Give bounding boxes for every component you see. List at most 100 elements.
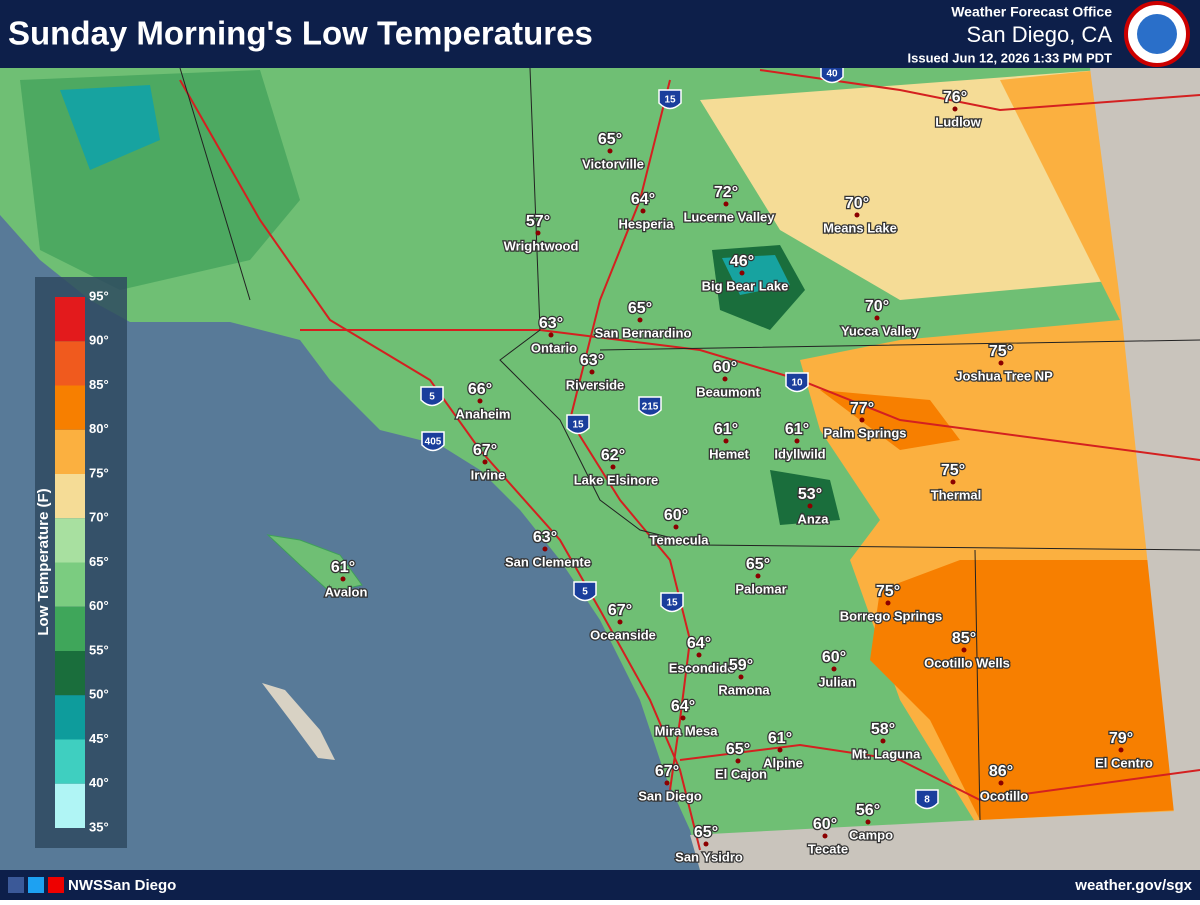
city-temp: 63° [539,315,563,332]
interstate-shield [820,63,844,84]
warm-area [700,70,1120,300]
city-name: Ludlow [935,114,981,129]
social-handle[interactable]: NWSSan Diego [68,877,176,894]
city-dot [1118,747,1124,753]
city-dot [859,417,865,423]
city-temp: 61° [785,421,809,438]
city-temp: 59° [729,657,753,674]
city-dot [739,270,745,276]
nws-logo-inner [1137,14,1177,54]
city-dot [482,459,488,465]
city-dot [340,576,346,582]
city-name: Alpine [763,755,803,770]
mexico [690,810,1200,870]
city-name: Escondido [669,660,736,675]
city-name: Anaheim [456,406,511,421]
city-temp: 57° [526,213,550,230]
city-name: Big Bear Lake [702,278,789,293]
road [679,743,1200,802]
city-name: Mt. Laguna [852,746,921,761]
website[interactable]: weather.gov/sgx [1074,877,1192,894]
legend-swatch [55,606,85,651]
youtube-icon[interactable] [48,877,64,893]
header-bar [0,0,1200,68]
interstate-number: 8 [924,795,930,806]
city-name: Mira Mesa [655,723,719,738]
city-dot [607,148,613,154]
city-dot [755,573,761,579]
terrain [1090,68,1200,870]
interstate-shield [785,372,809,393]
legend-swatch [55,429,85,474]
facebook-icon[interactable] [8,877,24,893]
city-temp: 75° [941,462,965,479]
city-temp: 85° [952,630,976,647]
city-name: El Cajon [715,766,767,781]
city-name: Anza [797,511,829,526]
city-temp: 77° [850,400,874,417]
city-temp: 65° [628,300,652,317]
city-name: El Centro [1095,755,1153,770]
city-temp: 63° [580,352,604,369]
city-temp: 79° [1109,730,1133,747]
legend-swatch [55,474,85,519]
city-name: Ocotillo [980,788,1028,803]
city-name: Riverside [566,377,625,392]
legend-tick: 85° [89,377,109,392]
city-temp: 76° [943,89,967,106]
legend-title: Low Temperature (F) [35,488,52,635]
legend-tick: 45° [89,731,109,746]
city-dot [998,780,1004,786]
footer-bar [0,870,1200,900]
city-name: Campo [849,827,893,842]
city-dot [854,212,860,218]
city-temp: 60° [822,649,846,666]
interstate-shield [915,789,939,810]
road [568,79,692,791]
city-dot [865,819,871,825]
city-dot [723,438,729,444]
city-dot [696,652,702,658]
legend-tick: 40° [89,775,109,790]
interstate-number: 15 [572,420,584,431]
issued: Issued Jun 12, 2026 1:33 PM PDT [908,50,1113,65]
legend-swatch [55,385,85,430]
city-temp: 65° [746,556,770,573]
city-dot [637,317,643,323]
city-temp: 67° [473,442,497,459]
city-temp: 75° [876,583,900,600]
city-dot [548,332,554,338]
city-name: Yucca Valley [841,323,920,338]
city-name: San Ysidro [675,849,743,864]
interstate-number: 15 [666,598,678,609]
interstate-shield [420,386,444,407]
legend-swatch [55,739,85,784]
city-name: Lucerne Valley [683,209,775,224]
city-name: Temecula [649,532,709,547]
city-temp: 64° [671,698,695,715]
interstate-number: 40 [826,69,838,80]
legend-swatch [55,651,85,696]
city-dot [961,647,967,653]
legend-swatch [55,695,85,740]
legend-tick: 50° [89,687,109,702]
city-name: Idyllwild [774,446,825,461]
city-dot [885,600,891,606]
city-name: Lake Elsinore [574,472,659,487]
city-dot [738,674,744,680]
legend-tick: 60° [89,598,109,613]
city-dot [610,464,616,470]
city-dot [703,841,709,847]
city-name: Wrightwood [504,238,579,253]
city-temp: 63° [533,529,557,546]
city-name: Borrego Springs [840,608,943,623]
city-temp: 64° [631,191,655,208]
city-name: Victorville [582,156,644,171]
city-temp: 86° [989,763,1013,780]
city-dot [950,479,956,485]
city-dot [722,376,728,382]
legend-tick: 75° [89,465,109,480]
city-temp: 70° [865,298,889,315]
twitter-icon[interactable] [28,877,44,893]
